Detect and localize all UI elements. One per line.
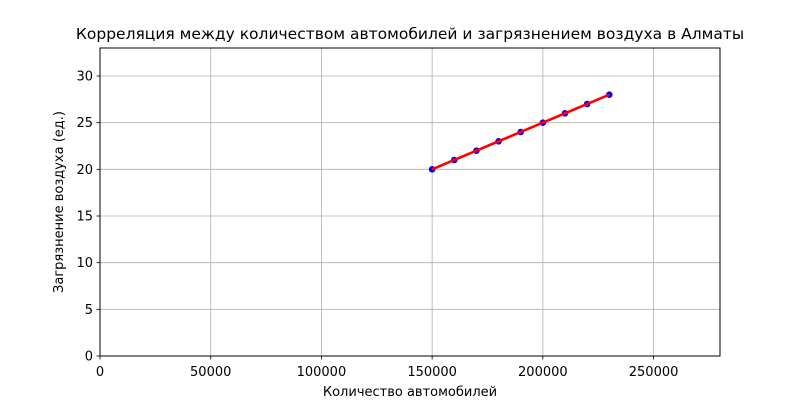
x-tick-label: 0 — [96, 365, 104, 380]
x-tick-label: 100000 — [297, 365, 347, 380]
y-tick-label: 30 — [76, 70, 93, 85]
x-tick-label: 200000 — [518, 365, 568, 380]
y-tick-label: 5 — [85, 303, 93, 318]
x-tick-label: 250000 — [629, 365, 679, 380]
ticks: 0 50000 100000 150000 200000 250000 0 5 10 15 20 25… — [76, 70, 678, 381]
y-tick-label: 15 — [76, 210, 93, 225]
y-axis-label: Загрязнение воздуха (ед.) — [52, 111, 67, 293]
y-tick-label: 10 — [76, 256, 93, 271]
x-axis-label: Количество автомобилей — [323, 385, 497, 400]
y-tick-label: 0 — [85, 350, 93, 365]
x-tick-label: 50000 — [190, 365, 231, 380]
x-tick-label: 150000 — [407, 365, 457, 380]
chart-title: Корреляция между количеством автомобилей… — [76, 25, 744, 43]
y-tick-label: 25 — [76, 116, 93, 131]
y-tick-label: 20 — [76, 163, 93, 178]
plot-data — [428, 91, 613, 173]
plot-frame — [99, 47, 721, 357]
regression-line — [431, 93, 610, 171]
grid — [99, 48, 720, 357]
